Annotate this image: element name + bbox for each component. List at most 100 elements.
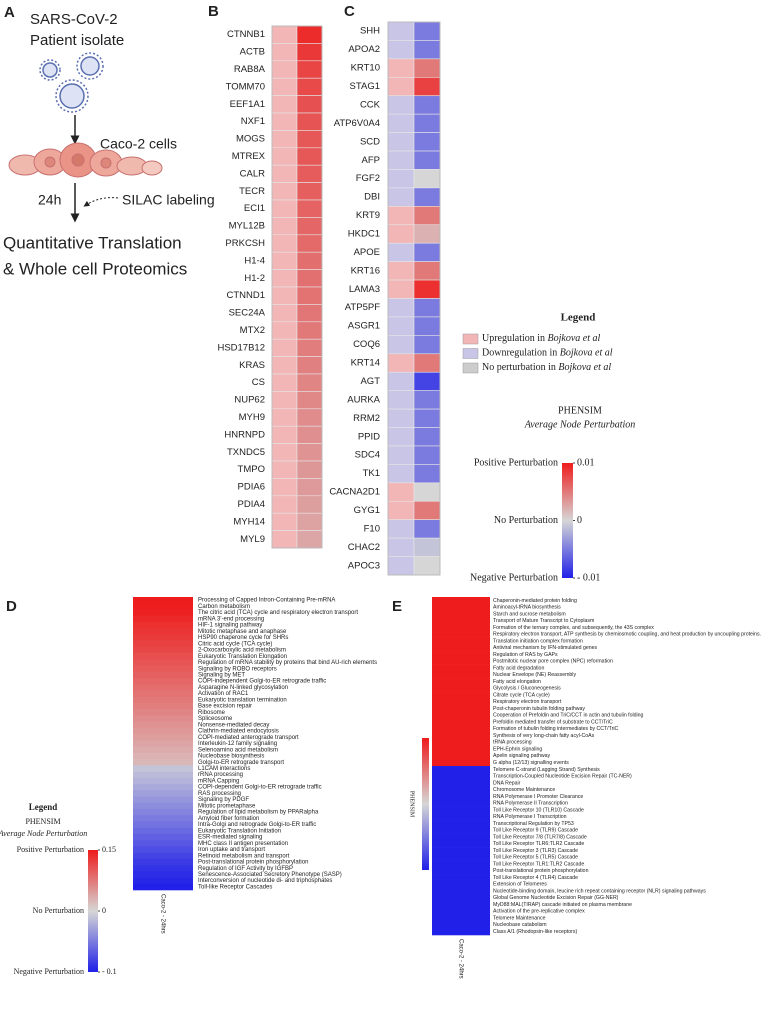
scale-label: Negative Perturbation xyxy=(14,967,84,976)
heatmap-cell xyxy=(413,206,441,226)
heatmap-cell xyxy=(133,871,193,878)
regulation-cell xyxy=(271,234,298,253)
regulation-cell xyxy=(387,58,415,78)
heatmap-cell xyxy=(133,653,193,660)
row-label: Regulation of lipid metabolism by PPARal… xyxy=(198,810,319,816)
row-label: SEC24A xyxy=(229,308,266,319)
row-label: Regulation of IGF Activity by IGFBP xyxy=(198,866,293,872)
row-label: LAMA3 xyxy=(349,284,380,295)
regulation-cell xyxy=(387,21,415,41)
row-label: CHAC2 xyxy=(348,542,380,553)
heatmap-cell xyxy=(413,224,441,244)
row-label: Signaling by MET xyxy=(198,673,245,679)
regulation-cell xyxy=(271,60,298,79)
heatmap-cell xyxy=(413,132,441,152)
heatmap-cell xyxy=(296,43,323,62)
row-label: DNA Repair xyxy=(493,780,521,786)
heatmap-frame xyxy=(387,21,441,576)
heatmap-cell xyxy=(133,721,193,729)
row-label: Eukaryotic Translation Elongation xyxy=(198,654,287,660)
row-label: HSP90 chaperone cycle for SHRs xyxy=(198,635,288,641)
heatmap-cell xyxy=(432,718,490,726)
heatmap-cell xyxy=(432,624,490,632)
heatmap-cell xyxy=(133,702,193,710)
heatmap-cell xyxy=(432,786,490,794)
legend-swatch xyxy=(462,362,479,374)
heatmap-cell xyxy=(413,335,441,355)
row-label: Post-translational protein phosphorylati… xyxy=(198,860,308,866)
scale-subtitle: Average Node Perturbation xyxy=(0,829,87,838)
row-label: Toll Like Receptor TLR6:TLR2 Cascade xyxy=(493,841,584,847)
panel-b: B CTNNB1 ACTB RAB8A TOMM70 EEF1A1 NXF1 MOGS MTRE… xyxy=(208,3,323,549)
row-label: ECI1 xyxy=(244,203,265,214)
scale-title: PHENSIM xyxy=(409,791,415,818)
scale-label: No Perturbation xyxy=(494,515,558,526)
row-label: Amyloid fiber formation xyxy=(198,816,259,822)
regulation-cell xyxy=(387,464,415,484)
heatmap-cell xyxy=(432,705,490,713)
heatmap-cell xyxy=(432,894,490,902)
regulation-cell xyxy=(271,77,298,96)
row-label: Nuclear Envelope (NE) Reassembly xyxy=(493,672,576,678)
heatmap-cell xyxy=(296,25,323,44)
row-label: TECR xyxy=(239,186,265,197)
heatmap-cell xyxy=(432,745,490,753)
row-label: CCK xyxy=(360,99,381,110)
row-label: COPI-mediated anterograde transport xyxy=(198,735,299,741)
heatmap-cell xyxy=(413,298,441,318)
heatmap-cell xyxy=(432,840,490,848)
regulation-cell xyxy=(271,304,298,323)
row-label: PPID xyxy=(358,431,380,442)
heatmap-cell xyxy=(432,887,490,895)
heatmap-cell xyxy=(432,847,490,855)
heatmap-cell xyxy=(133,734,193,741)
heatmap-cell xyxy=(133,821,193,828)
heatmap-cell xyxy=(432,901,490,909)
heatmap-cell xyxy=(133,752,193,760)
row-label: RRM2 xyxy=(353,413,380,424)
legend-title: Legend xyxy=(561,312,596,324)
heatmap-cell xyxy=(432,651,490,659)
row-label: EPH-Ephrin signaling xyxy=(493,746,542,752)
regulation-cell xyxy=(387,95,415,115)
heatmap-cell xyxy=(413,279,441,299)
heatmap-cell xyxy=(296,443,323,462)
row-label: Nucleobase catabolism xyxy=(493,922,547,928)
row-label: Class A/1 (Rhodopsin-like receptors) xyxy=(493,929,577,935)
row-label: Translation initiation complex formation xyxy=(493,638,583,644)
regulation-cell xyxy=(387,261,415,281)
heatmap-cell xyxy=(432,914,490,922)
row-label: AFP xyxy=(362,155,380,166)
row-label: SHH xyxy=(360,26,380,37)
heatmap-cell xyxy=(413,445,441,465)
row-label: Regulation of mRNA stability by proteins… xyxy=(198,660,377,666)
row-label: Telomere C-strand (Lagging Strand) Synth… xyxy=(493,767,600,773)
scale-label: No Perturbation xyxy=(33,906,84,915)
row-label: APOA2 xyxy=(348,44,380,55)
scale-subtitle: Average Node Perturbation xyxy=(524,419,636,430)
result-line: & Whole cell Proteomics xyxy=(3,259,187,278)
row-label: G alpha (12/13) signalling events xyxy=(493,760,569,766)
row-label: Iron uptake and transport xyxy=(198,847,265,853)
column-label: Caco-2 - 24hrs xyxy=(159,894,165,934)
heatmap-cell xyxy=(133,790,193,797)
row-label: TMPO xyxy=(238,464,265,475)
heatmap-cell xyxy=(296,164,323,183)
row-label: Toll Like Receptor 7/8 (TLR7/8) Cascade xyxy=(493,834,587,840)
row-label: ATP5PF xyxy=(345,302,380,313)
labeling-label: SILAC labeling xyxy=(122,192,215,208)
row-label: Interconversion of nucleotide di- and tr… xyxy=(198,878,332,884)
heatmap-cell xyxy=(296,478,323,497)
legend-swatch xyxy=(462,348,479,359)
regulation-cell xyxy=(387,113,415,133)
row-label: Signaling by ROBO receptors xyxy=(198,666,277,672)
row-label: AURKA xyxy=(347,394,380,405)
row-label: HKDC1 xyxy=(348,228,380,239)
heatmap-cell xyxy=(296,269,323,288)
heatmap-cell xyxy=(133,659,193,666)
heatmap-cell xyxy=(133,802,193,810)
heatmap-cell xyxy=(133,833,193,841)
heatmap-cell xyxy=(133,846,193,853)
heatmap-cell xyxy=(413,408,441,428)
column-label: Caco-2 - 24hrs xyxy=(457,939,463,979)
